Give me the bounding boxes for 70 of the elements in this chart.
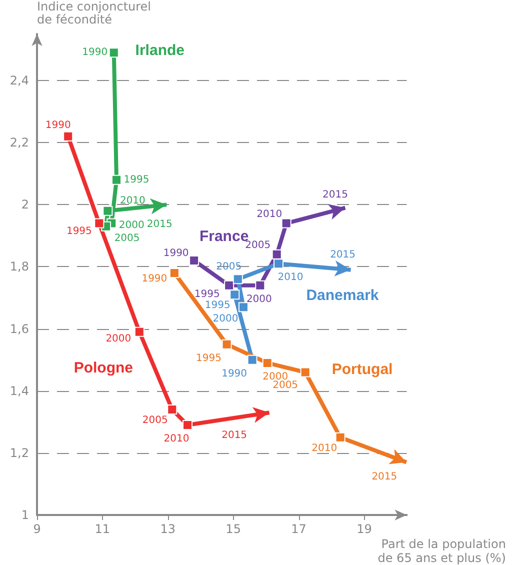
point [63, 131, 74, 142]
series-label: Irlande [135, 42, 184, 60]
x-tick-label: 17 [291, 522, 306, 536]
y-tick-label: 1,8 [10, 260, 29, 274]
y-tick-label: 1,6 [10, 322, 29, 336]
point [238, 302, 248, 312]
point [94, 218, 104, 228]
point [300, 367, 310, 378]
annotation: 2005 [114, 232, 140, 244]
annotation: 1990 [163, 248, 189, 260]
point [189, 256, 200, 266]
point [281, 218, 292, 228]
x-tick-label: 11 [94, 522, 110, 536]
legend-label: Danemark [306, 287, 380, 304]
point [273, 258, 284, 269]
annotation: 2010 [256, 208, 282, 220]
annotation: 2015 [372, 472, 398, 483]
annotation: 2015 [146, 219, 172, 230]
point [232, 274, 243, 284]
x-tick-label: 19 [356, 522, 372, 536]
point [335, 432, 346, 442]
y-tick-label: 1,4 [10, 384, 29, 398]
annotation: 2010 [278, 272, 304, 284]
point [272, 249, 282, 260]
point [262, 358, 272, 368]
x-axis-title: Part de la population de 65 ans et plus (%) [378, 537, 506, 565]
point [169, 268, 180, 278]
x-tick-label: 13 [160, 522, 176, 536]
annotation: 1995 [194, 288, 220, 300]
annotation: 2005 [142, 414, 168, 426]
point [182, 420, 193, 430]
annotation: 1995 [196, 352, 222, 364]
annotation: 2000 [246, 294, 272, 305]
annotation: 1990 [45, 120, 71, 131]
annotation: 1990 [82, 47, 108, 58]
y-tick-label: 1 [21, 508, 29, 522]
annotation: 2000 [118, 220, 144, 231]
point [102, 206, 113, 216]
series-label: Pologne [74, 359, 133, 376]
point [230, 290, 240, 300]
annotation: 2010 [312, 442, 338, 454]
series-label: Portugal [332, 360, 393, 378]
point [247, 354, 258, 365]
x-tick-label: 15 [226, 522, 241, 536]
x-tick-label: 9 [33, 522, 41, 536]
y-tick-label: 1,2 [10, 446, 29, 460]
point [222, 339, 232, 350]
point [167, 404, 178, 414]
annotation: 2015 [322, 189, 348, 200]
point [108, 48, 119, 58]
y-tick-label: 2,4 [10, 74, 29, 88]
point [255, 280, 266, 290]
annotation: 1990 [142, 273, 168, 284]
annotation: 2015 [222, 430, 248, 442]
point [134, 326, 144, 337]
annotation: 1990 [222, 368, 248, 380]
point [112, 174, 122, 185]
point [224, 280, 234, 290]
y-tick-label: 2,2 [10, 136, 29, 150]
annotation: 2010 [164, 434, 190, 445]
y-axis-title: Indice conjoncturel de fécondité [37, 0, 152, 26]
annotation: 2005 [272, 380, 298, 391]
annotation: 1995 [124, 174, 150, 186]
annotation: 2010 [120, 195, 146, 206]
annotation: 2015 [330, 249, 356, 260]
annotation: 1995 [66, 226, 92, 237]
annotation: 1995 [204, 300, 230, 312]
annotation: 2000 [106, 333, 132, 344]
y-tick-label: 2 [21, 198, 29, 212]
annotation: 2000 [212, 314, 238, 325]
